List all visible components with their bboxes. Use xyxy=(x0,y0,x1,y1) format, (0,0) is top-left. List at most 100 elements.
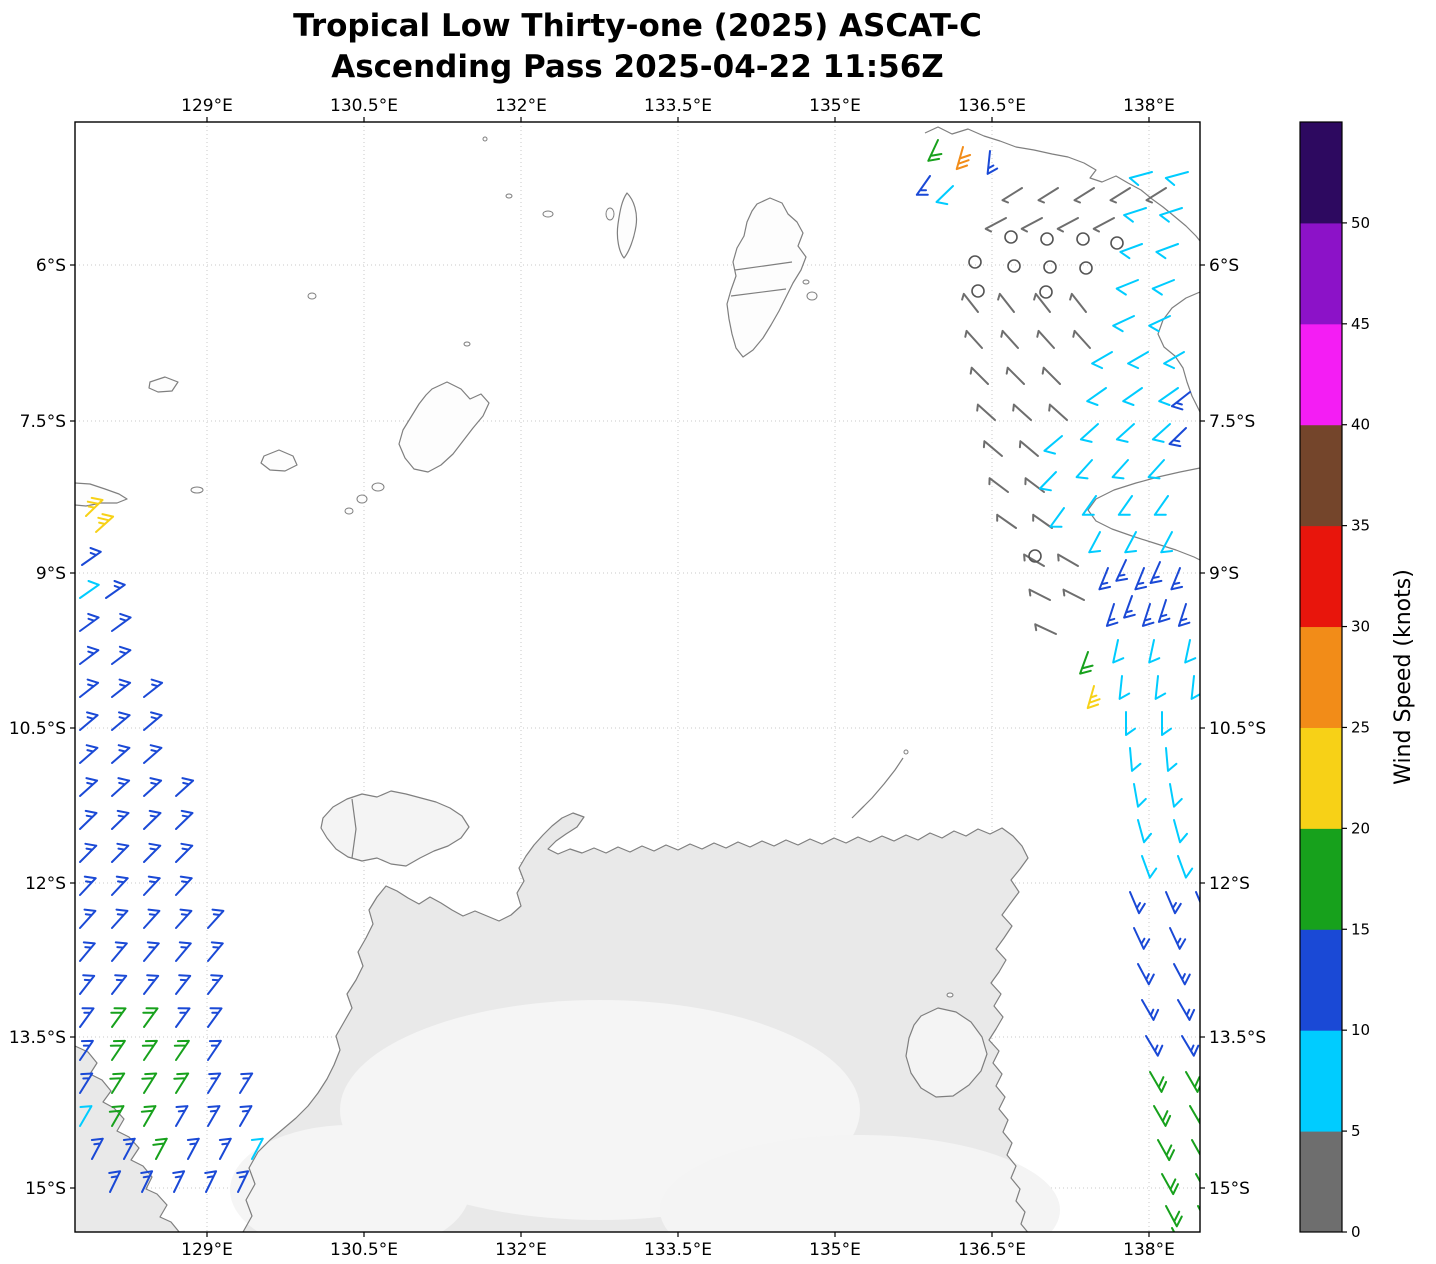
wind-barb xyxy=(1125,711,1136,736)
wind-barb xyxy=(1164,171,1189,186)
wind-barb xyxy=(1123,595,1136,619)
wind-barb xyxy=(1137,819,1152,844)
calm-wind-circle xyxy=(1039,285,1053,299)
wind-barb xyxy=(1147,459,1165,480)
colorbar-tick-label: 10 xyxy=(1351,1021,1370,1039)
wind-barb xyxy=(79,678,100,698)
colorbar-tick-label: 50 xyxy=(1351,214,1370,232)
wind-barb xyxy=(1005,366,1025,385)
wind-barb xyxy=(175,809,194,830)
wind-barb xyxy=(1195,1173,1200,1184)
wind-barb xyxy=(152,1137,168,1160)
wind-barb xyxy=(143,711,163,731)
wind-barb xyxy=(1169,783,1183,808)
colorbar-segment xyxy=(1300,323,1342,426)
wind-barb xyxy=(1079,651,1094,675)
wind-barb xyxy=(142,1007,159,1028)
wind-barb xyxy=(1170,391,1191,411)
wind-barb xyxy=(1177,603,1191,627)
wind-barb xyxy=(1028,588,1051,601)
calm-wind-circle xyxy=(1028,549,1042,563)
wind-barb xyxy=(207,1072,222,1094)
terrain-patch xyxy=(230,1125,470,1232)
wind-barb xyxy=(1043,435,1063,455)
small-island xyxy=(482,136,488,142)
coastline xyxy=(905,1007,988,1098)
coastline xyxy=(857,757,904,813)
small-island xyxy=(371,482,385,492)
wind-barb xyxy=(1075,459,1093,480)
wind-barb xyxy=(1191,1139,1200,1157)
colorbar-tick-label: 45 xyxy=(1351,315,1370,333)
colorbar-border xyxy=(1299,121,1343,1233)
wind-barb xyxy=(143,974,160,995)
wind-barb xyxy=(1153,495,1169,516)
small-island xyxy=(356,494,368,504)
wind-barb xyxy=(143,941,160,962)
wind-barb xyxy=(109,1072,126,1094)
wind-barb xyxy=(79,777,99,797)
colorbar-segment xyxy=(1300,929,1342,1031)
colorbar-segment xyxy=(1300,1030,1342,1132)
wind-barb xyxy=(207,974,224,995)
wind-barb xyxy=(236,1170,250,1193)
wind-barb xyxy=(1157,1139,1175,1162)
wind-barb xyxy=(1032,513,1053,529)
wind-barb xyxy=(1000,329,1019,349)
lon-tick-label-bottom: 129°E xyxy=(181,1240,233,1260)
colorbar-segment xyxy=(1300,122,1342,224)
wind-barb xyxy=(1173,963,1191,986)
lat-tick-label-right: 7.5°S xyxy=(1209,412,1255,432)
coastline xyxy=(351,798,357,859)
small-island xyxy=(307,292,317,300)
wind-barb xyxy=(207,1007,223,1028)
wind-barb xyxy=(1195,891,1200,904)
coastline xyxy=(726,197,807,358)
wind-barb xyxy=(111,645,132,665)
wind-barb xyxy=(81,547,102,566)
colorbar-segment xyxy=(1300,828,1342,930)
wind-barb xyxy=(143,908,161,929)
wind-barb xyxy=(1157,599,1171,623)
wind-barb xyxy=(1057,553,1079,567)
wind-barb xyxy=(1123,207,1147,223)
lon-tick-label-bottom: 138°E xyxy=(1123,1240,1175,1260)
lat-tick-label-right: 12°S xyxy=(1209,874,1250,894)
wind-barb xyxy=(1148,639,1161,664)
wind-barb xyxy=(1181,1035,1200,1057)
coastline xyxy=(1087,467,1200,561)
wind-barb xyxy=(1148,315,1171,333)
wind-barb xyxy=(1079,423,1099,443)
wind-barb xyxy=(1111,459,1129,480)
wind-barb xyxy=(955,146,972,171)
lon-tick-label-top: 136.5°E xyxy=(958,96,1026,116)
wind-barb xyxy=(1153,1105,1172,1127)
wind-barb xyxy=(1159,207,1183,223)
lat-tick-label-left: 10.5°S xyxy=(9,719,66,739)
lat-tick-label-left: 15°S xyxy=(25,1179,66,1199)
wind-barb xyxy=(1062,588,1085,601)
wind-barb xyxy=(79,744,99,764)
colorbar-segment xyxy=(1300,727,1342,829)
wind-barb xyxy=(207,1105,221,1127)
wind-barb xyxy=(79,1072,94,1094)
coastline xyxy=(320,790,470,867)
wind-barb xyxy=(996,513,1017,529)
plot-title: Tropical Low Thirty-one (2025) ASCAT-C A… xyxy=(75,6,1200,88)
wind-barb xyxy=(1033,292,1051,313)
wind-barb xyxy=(1109,187,1131,204)
wind-barb xyxy=(1184,639,1197,664)
wind-barb xyxy=(1141,999,1160,1021)
wind-barb xyxy=(1119,243,1143,260)
wind-barb xyxy=(1165,891,1182,915)
colorbar-segment xyxy=(1300,525,1342,628)
wind-barb xyxy=(1151,423,1171,443)
wind-barb xyxy=(111,875,129,896)
wind-barb xyxy=(964,329,983,349)
wind-barb xyxy=(218,1137,232,1160)
lon-tick-label-top: 133.5°E xyxy=(644,96,712,116)
wind-barb xyxy=(1018,440,1039,457)
wind-barb xyxy=(111,809,130,830)
colorbar-tick-label: 15 xyxy=(1351,920,1370,938)
wind-barb xyxy=(1129,891,1146,915)
